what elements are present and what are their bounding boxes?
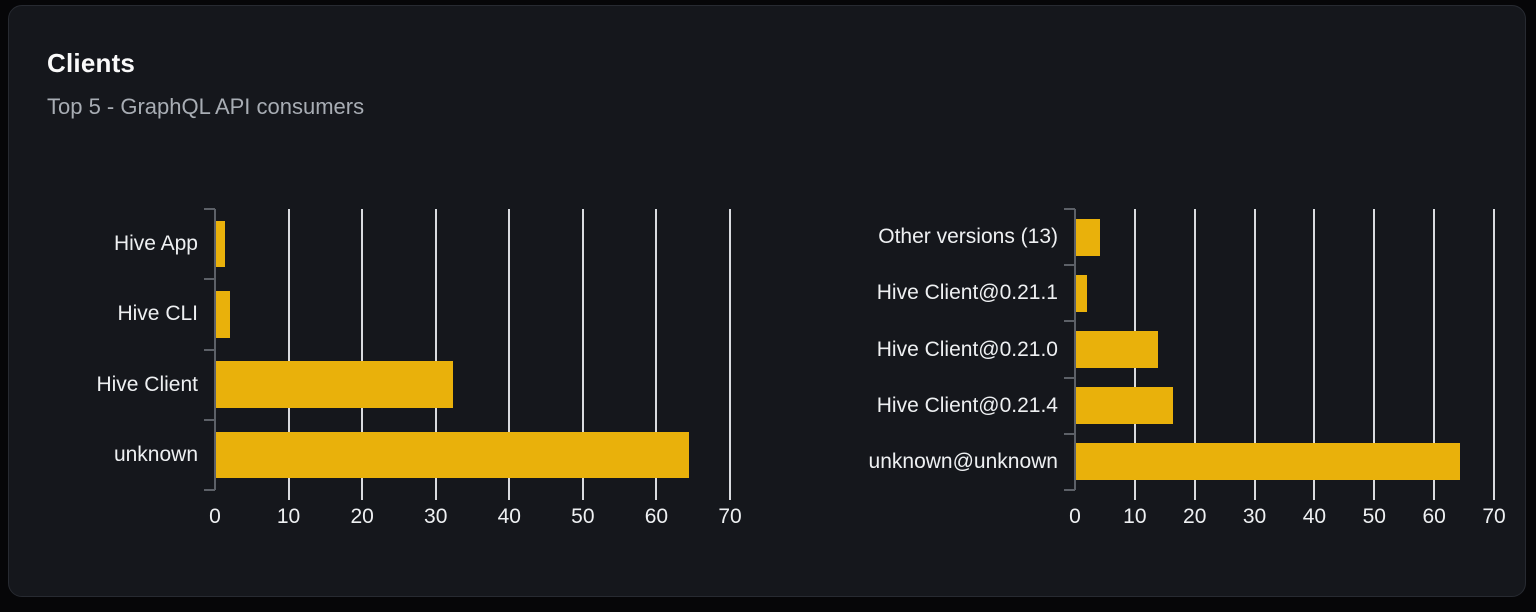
- x-tick-label-60: 60: [644, 505, 669, 528]
- y-axis-tick: [204, 208, 215, 210]
- gridline-30: [434, 209, 437, 500]
- bar-hive-app[interactable]: [215, 220, 226, 268]
- top-clients-bar-chart[interactable]: 0 10 20 30 40 50 60 70 Hive App Hive CLI Hive Clie…: [96, 208, 742, 528]
- x-tick-label-40: 40: [1302, 505, 1327, 528]
- x-tick-label-50: 50: [1362, 505, 1386, 528]
- gridline-30: [1253, 209, 1256, 500]
- y-axis-tick: [1064, 264, 1075, 267]
- gridline-20: [361, 209, 364, 500]
- x-tick-label-10: 10: [1123, 505, 1147, 528]
- bar-unknown-unknown[interactable]: [1075, 443, 1460, 481]
- x-tick-label-10: 10: [276, 505, 301, 528]
- y-axis-tick: [1064, 208, 1075, 210]
- y-axis-tick: [1064, 489, 1075, 491]
- x-tick-label-40: 40: [497, 505, 521, 528]
- bar-hive-cli[interactable]: [215, 291, 230, 338]
- y-axis-tick: [1064, 320, 1075, 323]
- card-title: Clients: [47, 48, 136, 78]
- x-tick-label-30: 30: [1242, 505, 1267, 528]
- gridline-60: [1433, 209, 1436, 500]
- x-tick-label-0: 0: [209, 505, 221, 528]
- gridline-70: [1493, 209, 1495, 500]
- bar-unknown[interactable]: [215, 431, 689, 479]
- bar-hive-client-0-21-4[interactable]: [1075, 387, 1173, 425]
- category-label-hive-client-0-21-1: Hive Client@0.21.1: [876, 281, 1058, 305]
- bar-other-versions-13[interactable]: [1075, 218, 1101, 256]
- client-versions-bar-chart[interactable]: 0 10 20 30 40 50 60 70 Other versions (13) Hive C…: [869, 208, 1506, 528]
- gridline-70: [729, 209, 731, 500]
- clients-card: Clients Top 5 - GraphQL API consumers 0 1…: [8, 5, 1526, 597]
- category-label-other-versions-13: Other versions (13): [878, 225, 1058, 249]
- x-tick-label-50: 50: [571, 505, 595, 528]
- gridline-40: [508, 209, 511, 500]
- bar-hive-client-0-21-1[interactable]: [1075, 274, 1087, 312]
- x-tick-label-30: 30: [424, 505, 448, 528]
- card-subtitle: Top 5 - GraphQL API consumers: [47, 94, 365, 119]
- category-label-hive-client-0-21-4: Hive Client@0.21.4: [876, 393, 1058, 417]
- y-axis-tick: [1064, 432, 1075, 435]
- bar-hive-client-0-21-0[interactable]: [1075, 330, 1158, 369]
- category-label-hive-app: Hive App: [113, 232, 198, 256]
- y-axis-line: [214, 209, 216, 490]
- y-axis-line: [1074, 209, 1076, 490]
- category-label-unknown: unknown: [113, 442, 198, 466]
- gridline-20: [1193, 209, 1196, 500]
- x-tick-label-60: 60: [1422, 505, 1446, 528]
- x-tick-label-0: 0: [1069, 505, 1081, 528]
- bar-hive-client[interactable]: [215, 361, 453, 408]
- gridline-40: [1313, 209, 1316, 500]
- category-label-hive-client: Hive Client: [96, 372, 198, 396]
- x-tick-label-70: 70: [1482, 505, 1506, 528]
- y-axis-tick: [204, 489, 215, 491]
- gridline-50: [581, 209, 584, 500]
- gridline-10: [287, 209, 290, 500]
- y-axis-tick: [204, 348, 215, 351]
- category-label-unknown-unknown: unknown@unknown: [868, 449, 1058, 473]
- category-label-hive-cli: Hive CLI: [117, 302, 198, 326]
- y-axis-tick: [204, 278, 215, 281]
- gridline-60: [655, 209, 658, 500]
- category-label-hive-client-0-21-0: Hive Client@0.21.0: [876, 337, 1058, 361]
- x-tick-label-70: 70: [718, 505, 742, 528]
- x-tick-label-20: 20: [350, 505, 374, 528]
- x-tick-label-20: 20: [1183, 505, 1207, 528]
- y-axis-tick: [1064, 376, 1075, 379]
- y-axis-tick: [204, 418, 215, 421]
- gridline-50: [1373, 209, 1376, 500]
